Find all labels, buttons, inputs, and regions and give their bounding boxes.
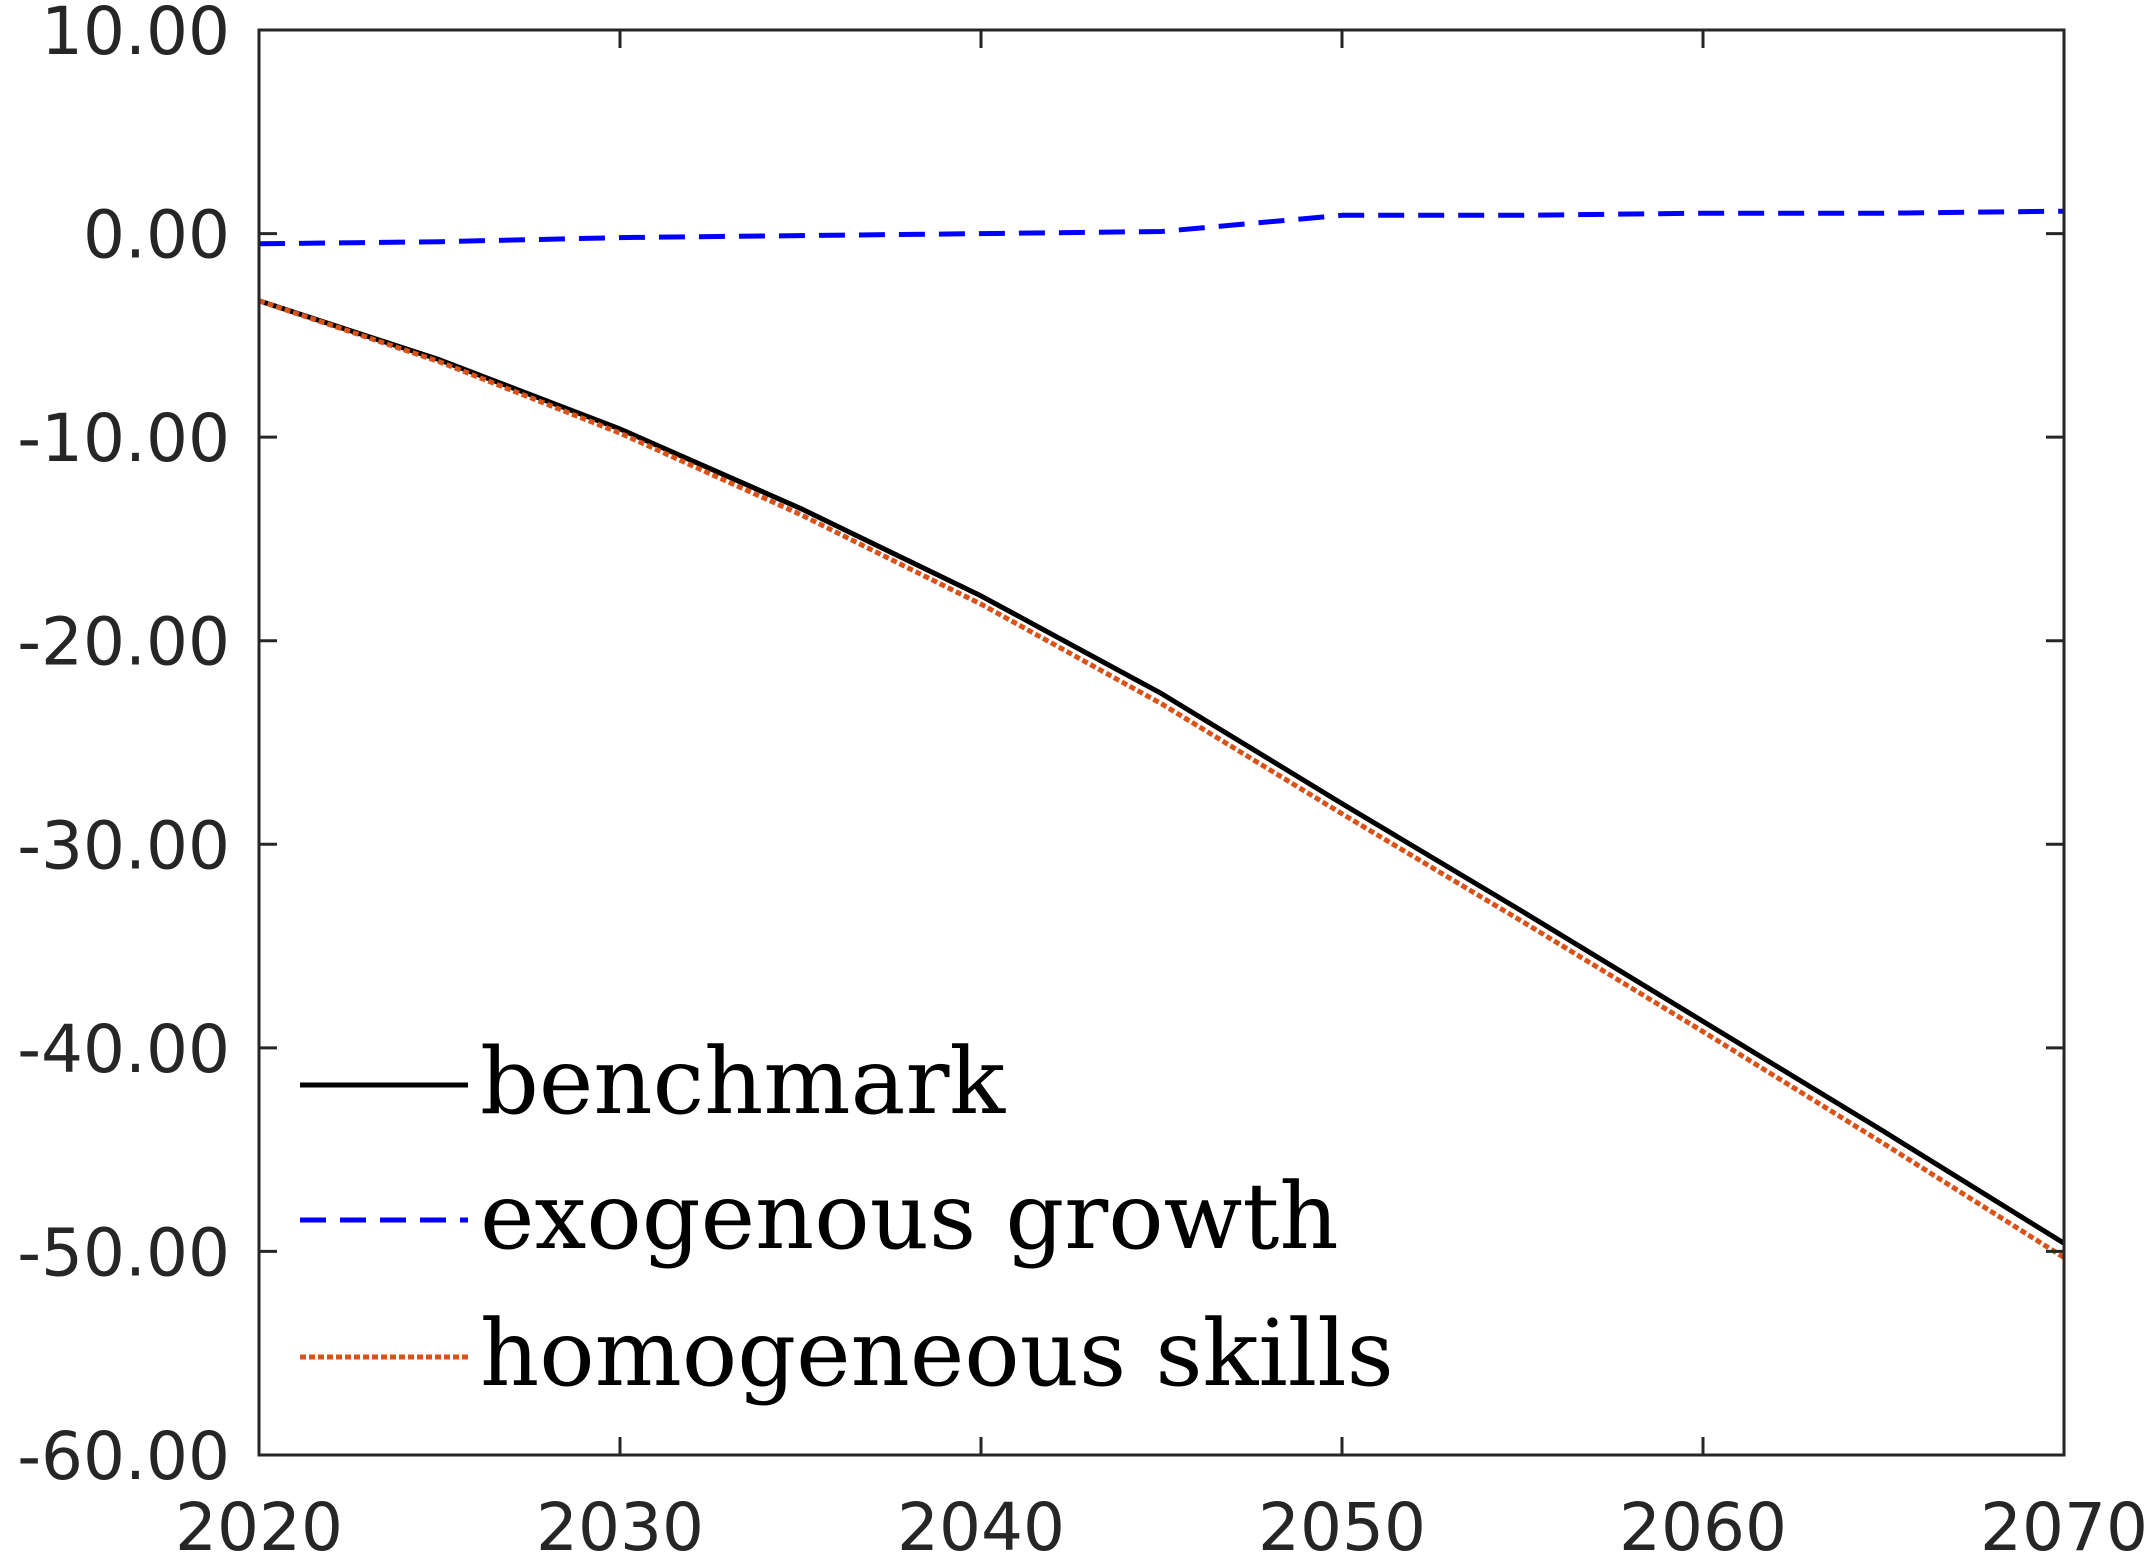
series-line-exogenous-growth	[258, 208, 2065, 247]
x-tick-label: 2060	[1619, 1489, 1787, 1554]
y-tick-label: -10.00	[17, 400, 230, 477]
x-tick-label: 2030	[536, 1489, 704, 1554]
x-tick-label: 2040	[897, 1489, 1065, 1554]
y-axis-tick-labels: 10.00 0.00 -10.00 -20.00 -30.00 -40.00 -50.00 -…	[17, 0, 230, 1495]
y-tick-label: -20.00	[17, 604, 230, 681]
y-tick-label: -50.00	[17, 1214, 230, 1291]
y-tick-label: 0.00	[83, 197, 230, 274]
y-tick-label: 10.00	[41, 0, 230, 70]
y-tick-label: -60.00	[17, 1418, 230, 1495]
y-tick-label: -30.00	[17, 807, 230, 884]
series-lines	[258, 208, 2066, 1260]
x-tick-label: 2070	[1980, 1489, 2148, 1554]
legend: benchmark exogenous growth homogeneous ski…	[300, 1028, 1394, 1407]
legend-label: benchmark	[480, 1028, 1006, 1135]
legend-label: homogeneous skills	[480, 1300, 1394, 1407]
y-tick-label: -40.00	[17, 1011, 230, 1088]
legend-label: exogenous growth	[480, 1163, 1339, 1270]
axis-ticks	[257, 28, 2066, 1457]
series-line-homogeneous-skills	[258, 298, 2066, 1260]
series-line-benchmark	[258, 298, 2066, 1246]
plot-frame	[257, 28, 2066, 1457]
x-tick-label: 2050	[1258, 1489, 1426, 1554]
x-tick-label: 2020	[175, 1489, 343, 1554]
x-axis-tick-labels: 2020 2030 2040 2050 2060 2070	[175, 1489, 2148, 1554]
